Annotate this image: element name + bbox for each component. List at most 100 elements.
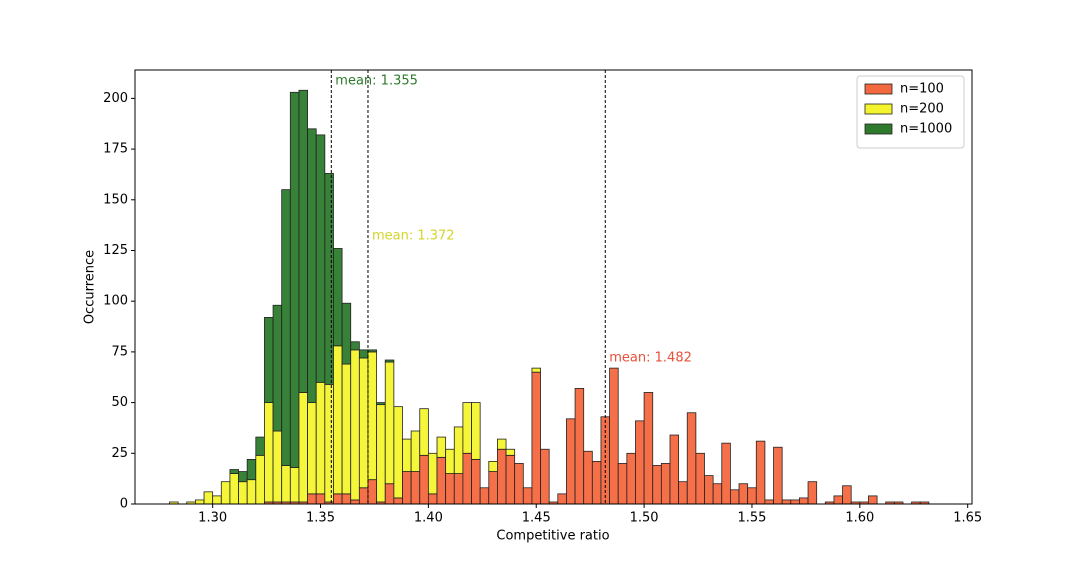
histogram-bar xyxy=(281,465,291,503)
plot-frame xyxy=(134,69,973,505)
histogram-bar xyxy=(488,461,498,472)
histogram-bar xyxy=(341,302,352,365)
histogram-bar xyxy=(272,430,283,503)
histogram-bar xyxy=(591,461,602,505)
x-tick-label: 1.60 xyxy=(845,511,874,526)
y-axis-label: Occurrence xyxy=(83,250,98,324)
histogram-bar xyxy=(799,497,809,505)
histogram-bar xyxy=(471,402,481,460)
histogram-bar xyxy=(315,493,326,505)
x-tick-label: 1.45 xyxy=(522,511,551,526)
histogram-bar xyxy=(341,363,352,495)
histogram-bar xyxy=(721,442,731,505)
histogram-bar xyxy=(358,357,369,489)
x-tick-label: 1.50 xyxy=(630,511,659,526)
histogram-bar xyxy=(272,304,283,432)
histogram-bar xyxy=(462,402,472,454)
legend-label: n=100 xyxy=(900,82,944,97)
histogram-bar xyxy=(350,499,360,505)
histogram-bar xyxy=(842,485,852,505)
histogram-bar xyxy=(704,475,714,505)
histogram-bar xyxy=(255,436,265,456)
legend: n=100 n=200 n=1000 xyxy=(856,75,965,149)
histogram-bar xyxy=(497,438,507,450)
histogram-bar xyxy=(471,458,481,505)
y-tick-label: 200 xyxy=(103,91,128,106)
histogram-bar xyxy=(410,430,421,472)
histogram-bar xyxy=(488,471,498,505)
histogram-bar xyxy=(341,493,352,505)
histogram-bar xyxy=(557,493,567,505)
histogram-bar xyxy=(764,499,774,505)
histogram-bar xyxy=(574,388,585,505)
histogram-bar xyxy=(729,489,740,505)
y-tick-label: 100 xyxy=(103,294,128,309)
histogram-bar xyxy=(246,458,257,481)
histogram-bar xyxy=(540,448,550,505)
histogram-bar xyxy=(427,452,438,495)
histogram-bar xyxy=(686,412,697,505)
y-tick-label: 50 xyxy=(111,395,128,410)
histogram-bar xyxy=(807,481,818,505)
histogram-bar xyxy=(626,452,636,505)
histogram-bar xyxy=(479,487,490,505)
mean-label: mean: 1.355 xyxy=(335,74,418,89)
legend-swatch xyxy=(864,123,893,135)
x-axis-label: Competitive ratio xyxy=(496,529,609,544)
x-tick-label: 1.40 xyxy=(414,511,443,526)
histogram-bar xyxy=(289,91,300,468)
histogram-bar xyxy=(453,426,464,474)
histogram-bar xyxy=(315,134,326,383)
histogram-bar xyxy=(436,456,447,505)
y-tick-label: 150 xyxy=(103,192,128,207)
histogram-bar xyxy=(289,467,300,503)
histogram-bar xyxy=(583,450,593,505)
histogram-bar xyxy=(635,420,645,505)
x-tick-label: 1.65 xyxy=(953,511,982,526)
histogram-bar xyxy=(203,491,214,505)
histogram-bar xyxy=(350,341,360,351)
histogram-bar xyxy=(505,448,516,456)
histogram-bar xyxy=(384,483,395,505)
histogram-bar xyxy=(281,189,291,466)
histogram-bar xyxy=(445,448,455,474)
histogram-bar xyxy=(255,454,265,505)
histogram-bar xyxy=(393,497,403,505)
histogram-bar xyxy=(333,248,343,347)
histogram-bar xyxy=(229,473,239,505)
histogram-bar xyxy=(358,349,369,359)
histogram-bar xyxy=(376,402,386,406)
histogram-bar xyxy=(307,402,317,495)
histogram-bar xyxy=(678,481,688,505)
histogram-bar xyxy=(790,499,800,505)
histogram-bar xyxy=(695,452,705,505)
histogram-bar xyxy=(315,381,326,495)
histogram-bar xyxy=(264,402,274,503)
histogram-bar xyxy=(402,438,412,472)
histogram-bar xyxy=(566,418,576,505)
x-tick-label: 1.55 xyxy=(737,511,766,526)
histogram-bar xyxy=(419,454,429,505)
histogram-bar xyxy=(643,392,654,505)
histogram-bar xyxy=(384,361,395,485)
histogram-bar xyxy=(833,495,843,505)
histogram-bar xyxy=(462,452,472,505)
histogram-bar xyxy=(617,463,628,505)
histogram-bar xyxy=(410,471,421,505)
histogram-bar xyxy=(514,463,524,505)
x-tick-label: 1.30 xyxy=(198,511,227,526)
histogram-bar xyxy=(669,434,680,505)
histogram-bar xyxy=(220,481,231,505)
mean-label: mean: 1.482 xyxy=(609,351,692,366)
histogram-bar xyxy=(522,487,533,505)
histogram-bar xyxy=(453,473,464,505)
histogram-bar xyxy=(652,465,662,505)
histogram-bar xyxy=(195,499,205,505)
mean-label: mean: 1.372 xyxy=(372,229,455,244)
y-tick-label: 0 xyxy=(120,497,128,512)
histogram-bar xyxy=(773,446,783,505)
histogram-bar xyxy=(384,359,395,363)
histogram-bar xyxy=(238,471,248,483)
y-tick-label: 25 xyxy=(111,446,128,461)
